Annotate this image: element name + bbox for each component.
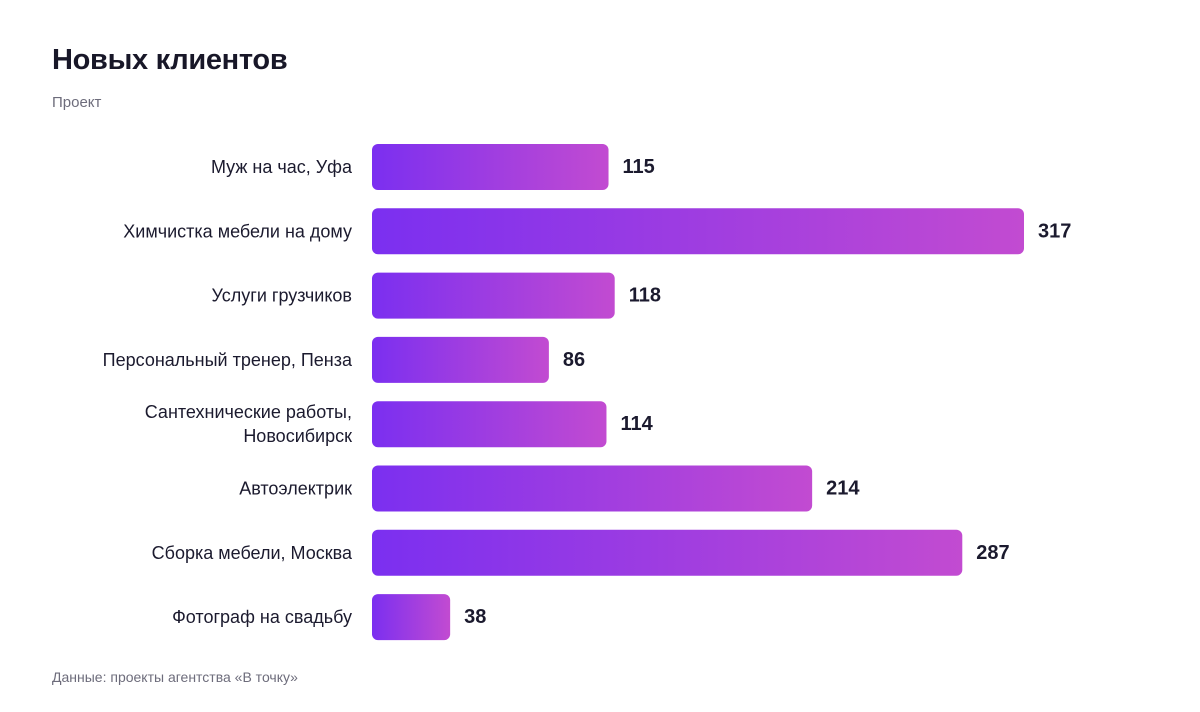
value-label-5: 214 — [826, 478, 860, 500]
category-label-line: Услуги грузчиков — [212, 286, 352, 306]
bar-2 — [372, 272, 615, 319]
value-label-3: 86 — [563, 349, 585, 371]
category-label-line: Сборка мебели, Москва — [152, 543, 353, 563]
bar-0 — [372, 144, 609, 190]
category-label-line: Фотограф на свадьбу — [172, 607, 352, 627]
bar-3 — [372, 336, 549, 383]
category-label-7: Фотограф на свадьбу — [172, 607, 352, 627]
value-label-0: 115 — [623, 156, 655, 178]
category-label-line: Персональный тренер, Пенза — [103, 350, 353, 370]
chart-subtitle: Проект — [52, 94, 102, 111]
value-label-2: 118 — [629, 285, 661, 307]
category-label-4: Сантехнические работы, Новосибирск — [145, 402, 352, 446]
chart-title: Новых клиентов — [52, 44, 288, 76]
category-label-line: Новосибирск — [243, 426, 352, 446]
bar-4 — [372, 401, 607, 448]
bars-group: 115 Муж на час, Уфа 317 Химчистка мебели на… — [103, 144, 1071, 641]
category-label-2: Услуги грузчиков — [212, 286, 352, 306]
chart-source-note: Данные: проекты агентства «В точку» — [52, 669, 298, 685]
category-label-5: Автоэлектрик — [239, 479, 352, 499]
value-label-7: 38 — [464, 606, 486, 628]
category-label-1: Химчистка мебели на дому — [123, 221, 352, 241]
value-label-6: 287 — [976, 542, 1009, 564]
category-label-line: Муж на час, Уфа — [211, 157, 353, 177]
category-label-0: Муж на час, Уфа — [211, 157, 353, 177]
category-label-line: Автоэлектрик — [239, 479, 352, 499]
bar-1 — [372, 208, 1024, 255]
value-label-1: 317 — [1038, 220, 1071, 242]
bar-5 — [372, 465, 813, 512]
category-label-6: Сборка мебели, Москва — [152, 543, 353, 563]
bar-6 — [372, 529, 963, 576]
bar-7 — [372, 594, 451, 641]
value-label-4: 114 — [620, 413, 653, 435]
category-label-line: Сантехнические работы, — [145, 402, 352, 422]
category-label-3: Персональный тренер, Пенза — [103, 350, 353, 370]
category-label-line: Химчистка мебели на дому — [123, 221, 352, 241]
